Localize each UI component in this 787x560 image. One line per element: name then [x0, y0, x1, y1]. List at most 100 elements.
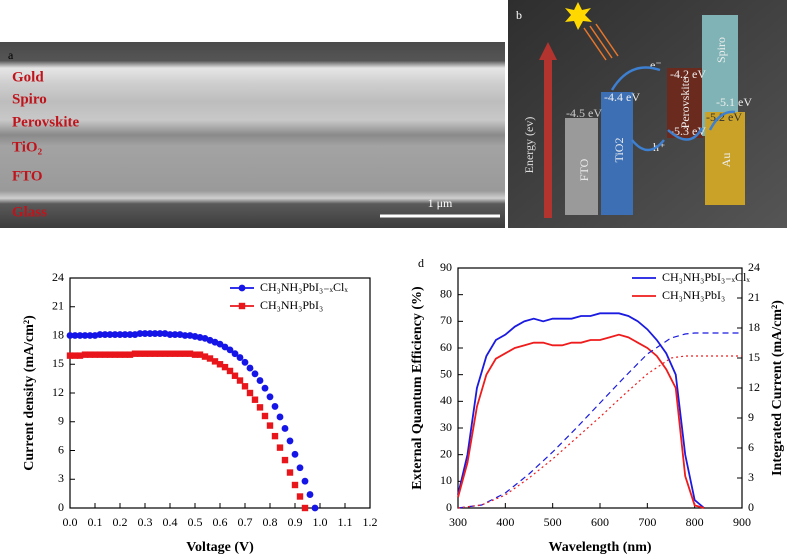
marker — [191, 351, 199, 358]
layer-label: Gold — [12, 69, 44, 85]
marker — [246, 389, 254, 397]
x-axis-label: Voltage (V) — [186, 540, 254, 555]
marker — [116, 331, 124, 338]
marker — [241, 383, 249, 390]
tio2-block — [601, 92, 633, 215]
material-label: FTO — [577, 158, 591, 181]
y-tick-label: 6 — [58, 442, 64, 456]
layer-label: Glass — [12, 204, 47, 220]
y-tick-label: 80 — [440, 286, 452, 300]
x-tick-label: 600 — [591, 515, 609, 529]
panel-letter: a — [8, 48, 14, 62]
y2-tick-label: 0 — [748, 500, 754, 514]
carrier-label: e⁻ — [650, 58, 662, 72]
marker — [101, 351, 109, 358]
marker — [276, 444, 284, 451]
x-tick-label: 0.5 — [188, 515, 203, 529]
marker — [261, 384, 269, 392]
marker — [306, 491, 314, 498]
y2-tick-label: 12 — [748, 380, 760, 394]
marker — [91, 351, 99, 358]
marker — [296, 464, 304, 472]
material-label: Perovskite — [678, 78, 692, 129]
marker — [76, 332, 84, 339]
marker — [151, 330, 159, 337]
marker — [156, 330, 164, 337]
marker — [296, 493, 304, 500]
marker — [171, 350, 179, 357]
marker — [221, 363, 229, 371]
marker — [256, 377, 264, 384]
marker — [256, 404, 264, 411]
marker — [206, 355, 214, 362]
marker — [151, 350, 159, 357]
x-tick-label: 1.0 — [313, 515, 328, 529]
axis-label: Energy (ev) — [522, 117, 536, 174]
y2-axis-label: Integrated Current (mA/cm²) — [770, 300, 785, 476]
x-tick-label: 1.1 — [338, 515, 353, 529]
marker — [101, 331, 109, 338]
marker — [131, 350, 139, 357]
y-tick-label: 0 — [58, 500, 64, 514]
y2-tick-label: 21 — [748, 290, 760, 304]
marker — [141, 350, 149, 357]
marker — [241, 358, 249, 366]
marker — [281, 425, 289, 432]
y-tick-label: 20 — [440, 446, 452, 460]
sem-image — [0, 42, 505, 228]
marker — [291, 450, 299, 458]
y2-tick-label: 6 — [748, 440, 754, 454]
energy-arrow — [539, 42, 557, 218]
y-tick-label: 0 — [446, 500, 452, 514]
marker — [231, 372, 239, 379]
y-tick-label: 15 — [52, 356, 64, 370]
layer-label: Spiro — [12, 91, 47, 107]
marker — [106, 331, 114, 338]
y-tick-label: 10 — [440, 473, 452, 487]
marker — [176, 350, 184, 357]
y-axis-label: Current density (mA/cm²) — [22, 315, 37, 471]
x-tick-label: 800 — [686, 515, 704, 529]
marker — [136, 330, 144, 337]
marker — [196, 351, 204, 358]
y-tick-label: 90 — [440, 260, 452, 274]
marker — [81, 332, 89, 339]
marker — [166, 350, 174, 357]
y-tick-label: 3 — [58, 471, 64, 485]
sun — [565, 2, 592, 30]
y2-tick-label: 9 — [748, 410, 754, 424]
marker — [161, 350, 169, 357]
marker — [96, 331, 104, 338]
y-tick-label: 9 — [58, 414, 64, 428]
layer-label: FTO — [12, 168, 43, 184]
material-label: TiO2 — [612, 138, 626, 163]
marker — [271, 432, 279, 440]
y-tick-label: 12 — [52, 385, 64, 399]
panel-letter: d — [418, 256, 424, 270]
x-tick-label: 400 — [496, 515, 514, 529]
scale-label: 1 μm — [428, 196, 453, 210]
marker — [286, 437, 294, 445]
marker — [86, 332, 94, 339]
marker — [231, 350, 239, 358]
marker — [66, 352, 74, 359]
x-tick-label: 0.4 — [163, 515, 178, 529]
legend-label: CH₃NH₃PbI₃₋ₓClₓ — [260, 280, 348, 294]
marker — [106, 351, 114, 358]
marker — [126, 351, 134, 358]
x-axis-label: Wavelength (nm) — [548, 540, 651, 555]
legend-label: CH₃NH₃PbI₃ — [662, 288, 725, 302]
marker — [141, 330, 149, 337]
fto-block — [565, 118, 598, 215]
marker — [291, 481, 299, 489]
marker — [211, 358, 219, 365]
plot-frame — [457, 267, 743, 509]
x-tick-label: 0.7 — [238, 515, 253, 529]
layer-label: TiO₂ — [12, 139, 43, 155]
legend-label: CH₃NH₃PbI₃ — [260, 298, 323, 312]
marker — [126, 331, 134, 338]
marker — [146, 350, 154, 357]
marker — [201, 353, 209, 360]
marker — [271, 403, 279, 410]
